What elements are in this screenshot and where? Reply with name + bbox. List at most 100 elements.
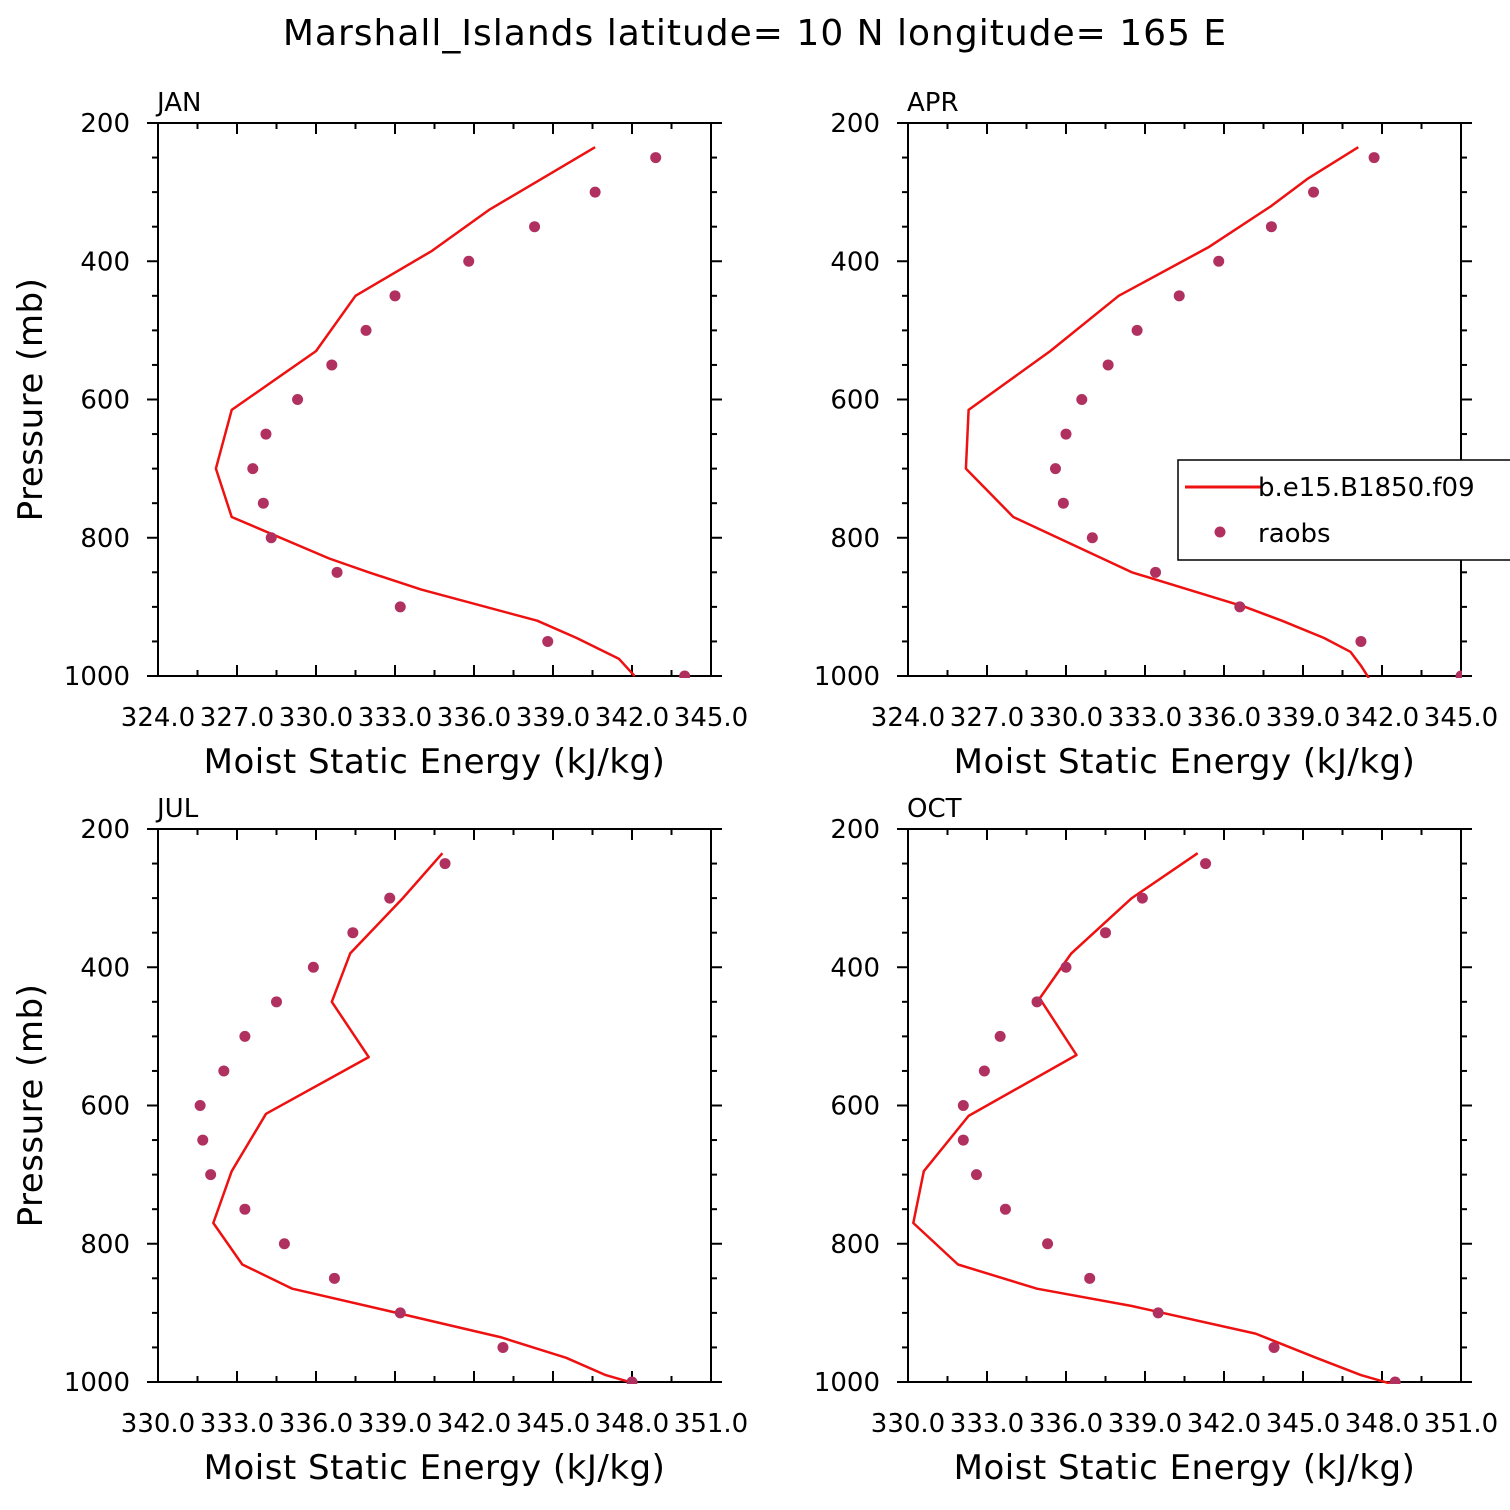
obs-point bbox=[1355, 635, 1367, 647]
obs-point bbox=[1042, 1238, 1054, 1250]
obs-point bbox=[999, 1203, 1011, 1215]
obs-point bbox=[218, 1065, 230, 1077]
plot-data bbox=[194, 852, 638, 1384]
y-tick-label: 800 bbox=[830, 1230, 880, 1260]
legend-dot-swatch bbox=[1214, 526, 1226, 538]
obs-point bbox=[328, 1272, 340, 1284]
x-tick-label: 330.0 bbox=[871, 1409, 945, 1439]
obs-point bbox=[1076, 394, 1088, 405]
x-tick-label: 339.0 bbox=[1108, 1409, 1182, 1439]
obs-point bbox=[1455, 670, 1462, 678]
obs-point bbox=[1060, 961, 1072, 973]
obs-point bbox=[292, 394, 304, 405]
obs-point bbox=[1084, 1272, 1096, 1284]
panel-label: JAN bbox=[155, 88, 201, 118]
y-tick-label: 600 bbox=[830, 386, 880, 416]
plot-data bbox=[214, 146, 691, 678]
obs-point bbox=[271, 996, 282, 1008]
x-tick-label: 345.0 bbox=[1424, 703, 1498, 733]
series-line-model bbox=[214, 146, 636, 677]
obs-point bbox=[626, 1376, 638, 1384]
obs-point bbox=[1152, 1307, 1164, 1319]
obs-point bbox=[1173, 290, 1185, 302]
obs-point bbox=[307, 961, 319, 973]
y-tick-label: 1000 bbox=[814, 1368, 880, 1398]
y-tick-label: 800 bbox=[80, 1230, 130, 1260]
obs-point bbox=[1389, 1376, 1401, 1384]
obs-point bbox=[389, 290, 401, 302]
plot-data bbox=[964, 146, 1462, 678]
obs-point bbox=[326, 359, 338, 371]
x-tick-label: 345.0 bbox=[1266, 1409, 1340, 1439]
y-tick-label: 200 bbox=[80, 109, 130, 139]
x-tick-label: 336.0 bbox=[437, 703, 511, 733]
x-tick-label: 351.0 bbox=[674, 1409, 748, 1439]
plot-data bbox=[912, 852, 1401, 1384]
legend-label-obs: raobs bbox=[1258, 519, 1331, 549]
obs-point bbox=[257, 497, 269, 509]
obs-point bbox=[239, 1030, 251, 1042]
x-tick-label: 330.0 bbox=[279, 703, 353, 733]
y-tick-label: 400 bbox=[80, 953, 130, 983]
plot-frame bbox=[907, 122, 1462, 677]
panel-apr: 324.0 327.0 330.0 333.0 336.0 339.0 342.0 345.0… bbox=[814, 88, 1498, 782]
y-tick-label: 200 bbox=[830, 815, 880, 845]
x-tick-label: 327.0 bbox=[200, 703, 274, 733]
x-tick-label: 351.0 bbox=[1424, 1409, 1498, 1439]
y-tick-label: 600 bbox=[830, 1092, 880, 1122]
figure-title: Marshall_Islands latitude= 10 N longitud… bbox=[283, 13, 1227, 54]
obs-point bbox=[439, 858, 451, 870]
panel-oct: 330.0 333.0 336.0 339.0 342.0 345.0 348.0 351.0… bbox=[814, 794, 1498, 1488]
y-tick-label: 400 bbox=[80, 247, 130, 277]
x-tick-label: 327.0 bbox=[950, 703, 1024, 733]
obs-point bbox=[1234, 601, 1246, 613]
x-tick-label: 333.0 bbox=[1108, 703, 1182, 733]
obs-point bbox=[529, 221, 541, 233]
x-tick-label: 330.0 bbox=[1029, 703, 1103, 733]
obs-point bbox=[1213, 255, 1225, 267]
obs-point bbox=[265, 532, 277, 544]
obs-point bbox=[260, 428, 272, 440]
x-tick-label: 336.0 bbox=[279, 1409, 353, 1439]
legend-frame bbox=[1177, 459, 1510, 561]
y-tick-label: 1000 bbox=[64, 1368, 130, 1398]
y-tick-label: 1000 bbox=[64, 662, 130, 692]
obs-point bbox=[994, 1030, 1006, 1042]
y-tick-label: 1000 bbox=[814, 662, 880, 692]
x-tick-label: 342.0 bbox=[1345, 703, 1419, 733]
obs-point bbox=[239, 1203, 251, 1215]
x-axis-title: Moist Static Energy (kJ/kg) bbox=[954, 742, 1416, 782]
series-line-model bbox=[964, 146, 1370, 678]
x-tick-label: 324.0 bbox=[121, 703, 195, 733]
plot-frame bbox=[157, 828, 712, 1383]
x-tick-label: 339.0 bbox=[1266, 703, 1340, 733]
obs-point bbox=[957, 1100, 969, 1111]
obs-point bbox=[1031, 996, 1043, 1008]
obs-point bbox=[978, 1065, 990, 1077]
y-tick-label: 400 bbox=[830, 953, 880, 983]
obs-point bbox=[331, 566, 343, 578]
x-tick-label: 339.0 bbox=[358, 1409, 432, 1439]
y-tick-label: 800 bbox=[80, 524, 130, 554]
y-tick-label: 400 bbox=[830, 247, 880, 277]
obs-point bbox=[384, 892, 396, 904]
obs-point bbox=[1308, 186, 1320, 198]
y-axis-title: Pressure (mb) bbox=[11, 278, 51, 522]
panel-label: APR bbox=[907, 88, 959, 118]
x-tick-label: 336.0 bbox=[1029, 1409, 1103, 1439]
x-axis-title: Moist Static Energy (kJ/kg) bbox=[954, 1448, 1416, 1488]
obs-point bbox=[957, 1134, 969, 1146]
obs-point bbox=[394, 601, 406, 613]
y-tick-label: 600 bbox=[80, 386, 130, 416]
obs-point bbox=[1086, 532, 1098, 544]
x-tick-label: 342.0 bbox=[595, 703, 669, 733]
panel-label: OCT bbox=[907, 794, 962, 824]
legend: b.e15.B1850.f09 raobs bbox=[1177, 459, 1510, 561]
x-tick-label: 336.0 bbox=[1187, 703, 1261, 733]
x-tick-label: 342.0 bbox=[437, 1409, 511, 1439]
obs-point bbox=[1368, 152, 1380, 164]
x-tick-label: 345.0 bbox=[516, 1409, 590, 1439]
y-tick-label: 800 bbox=[830, 524, 880, 554]
obs-point bbox=[347, 927, 359, 939]
